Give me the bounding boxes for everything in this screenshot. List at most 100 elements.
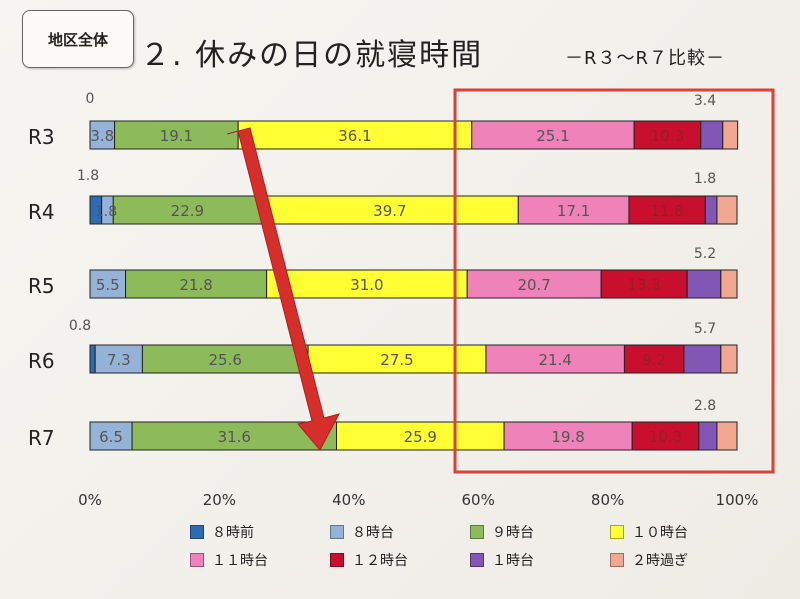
data-label: 2.8 <box>694 398 716 414</box>
bar-segment <box>125 269 268 299</box>
x-tick-label: 20% <box>203 491 236 509</box>
data-label: 39.7 <box>373 202 406 220</box>
legend-swatch <box>470 553 484 567</box>
legend-item: １時台 <box>470 550 610 570</box>
legend-swatch <box>190 553 204 567</box>
bar-segment <box>698 421 718 451</box>
data-label: 1.8 <box>694 171 716 187</box>
legend-label: １時台 <box>492 553 534 569</box>
legend-label: １０時台 <box>632 525 688 541</box>
category-label: R6 <box>28 349 55 373</box>
category-label: R4 <box>28 200 55 224</box>
bar-segment <box>94 344 143 374</box>
stacked-bar-chart: R3 R4 R5 R6 R7 3.8 19.1 36.1 25.1 10.3 22.9 39.7 17.… <box>28 88 775 509</box>
legend-label: １２時台 <box>352 553 408 569</box>
legend-label: ２時過ぎ <box>632 553 688 569</box>
bar-segment <box>716 421 738 451</box>
data-label: 1.8 <box>95 204 117 220</box>
data-label: 3.8 <box>90 127 114 145</box>
data-label: 5.2 <box>694 246 716 262</box>
data-label: 5.5 <box>96 276 120 294</box>
bar-segment <box>633 120 702 150</box>
legend-swatch <box>470 525 484 539</box>
legend-item: １２時台 <box>330 550 470 570</box>
bar-segment <box>700 120 724 150</box>
data-label: 0 <box>86 91 95 107</box>
category-label: R5 <box>28 274 55 298</box>
bar-segment <box>686 269 722 299</box>
bar-segment <box>260 195 519 225</box>
bar-segment <box>600 269 688 299</box>
category-label: R3 <box>28 125 55 149</box>
bar-segment <box>471 120 635 150</box>
x-tick-label: 100% <box>716 491 759 509</box>
data-label: 21.8 <box>179 276 212 294</box>
chart-title: ２. 休みの日の就寝時間 <box>140 38 484 73</box>
bar-segment <box>722 120 739 150</box>
legend-swatch <box>330 525 344 539</box>
legend-item: ９時台 <box>470 522 610 542</box>
legend-swatch <box>610 525 624 539</box>
data-label: 20.7 <box>517 276 550 294</box>
bar-segment <box>716 195 738 225</box>
data-label: 22.9 <box>171 202 204 220</box>
bar-segment <box>683 344 722 374</box>
bar-segment <box>503 421 633 451</box>
legend-label: １１時台 <box>212 553 268 569</box>
data-label: 11.8 <box>650 202 683 220</box>
legend-swatch <box>190 525 204 539</box>
data-label: 27.5 <box>380 351 413 369</box>
data-label: 10.3 <box>649 428 682 446</box>
data-label: 13.3 <box>627 276 660 294</box>
data-label: 25.1 <box>536 127 569 145</box>
x-tick-label: 0% <box>78 491 102 509</box>
x-tick-label: 40% <box>332 491 365 509</box>
data-label: 5.7 <box>694 321 716 337</box>
trend-arrow <box>226 127 340 451</box>
scope-badge: 地区全体 <box>22 10 134 68</box>
data-label: 17.1 <box>557 202 590 220</box>
data-label: 25.9 <box>404 428 437 446</box>
bar-segment <box>114 120 239 150</box>
bar-segment <box>720 344 738 374</box>
bar-segment <box>89 421 133 451</box>
bar-segment <box>704 195 718 225</box>
legend-item: １０時台 <box>610 522 750 542</box>
legend-label: ８時台 <box>352 525 394 541</box>
bar-segment <box>466 269 602 299</box>
bar-segment <box>517 195 630 225</box>
legend-swatch <box>330 553 344 567</box>
data-label: 6.5 <box>99 428 123 446</box>
data-label: 0.8 <box>69 318 91 334</box>
data-label: 21.4 <box>538 351 571 369</box>
legend-item: ８時前 <box>190 522 330 542</box>
legend-swatch <box>610 553 624 567</box>
data-label: 31.0 <box>350 276 383 294</box>
legend-item: ８時台 <box>330 522 470 542</box>
bar-segment <box>266 269 468 299</box>
bar-segment <box>720 269 738 299</box>
x-tick-label: 80% <box>591 491 624 509</box>
bar-segment <box>89 344 96 374</box>
data-label: 19.1 <box>160 127 193 145</box>
bar-segment <box>89 269 127 299</box>
legend-item: ２時過ぎ <box>610 550 750 570</box>
bar-segment <box>631 421 700 451</box>
data-label: 25.6 <box>209 351 242 369</box>
chart-subtitle: －R３～R７比較－ <box>565 48 726 69</box>
data-label: 9.2 <box>642 351 666 369</box>
legend-label: ９時台 <box>492 525 534 541</box>
data-label: 36.1 <box>338 127 371 145</box>
data-label: 31.6 <box>218 428 251 446</box>
bar-segment <box>112 195 262 225</box>
bar-segment <box>89 120 116 150</box>
legend-label: ８時前 <box>212 525 254 541</box>
data-label: 3.4 <box>694 93 716 109</box>
chart-legend: ８時前 ８時台 ９時台 １０時台 １１時台 １２時台 １時台 ２時過ぎ <box>190 522 750 570</box>
data-label: 10.3 <box>651 127 684 145</box>
bar-segment <box>141 344 309 374</box>
data-label: 7.3 <box>107 351 131 369</box>
legend-item: １１時台 <box>190 550 330 570</box>
bar-segment <box>485 344 625 374</box>
